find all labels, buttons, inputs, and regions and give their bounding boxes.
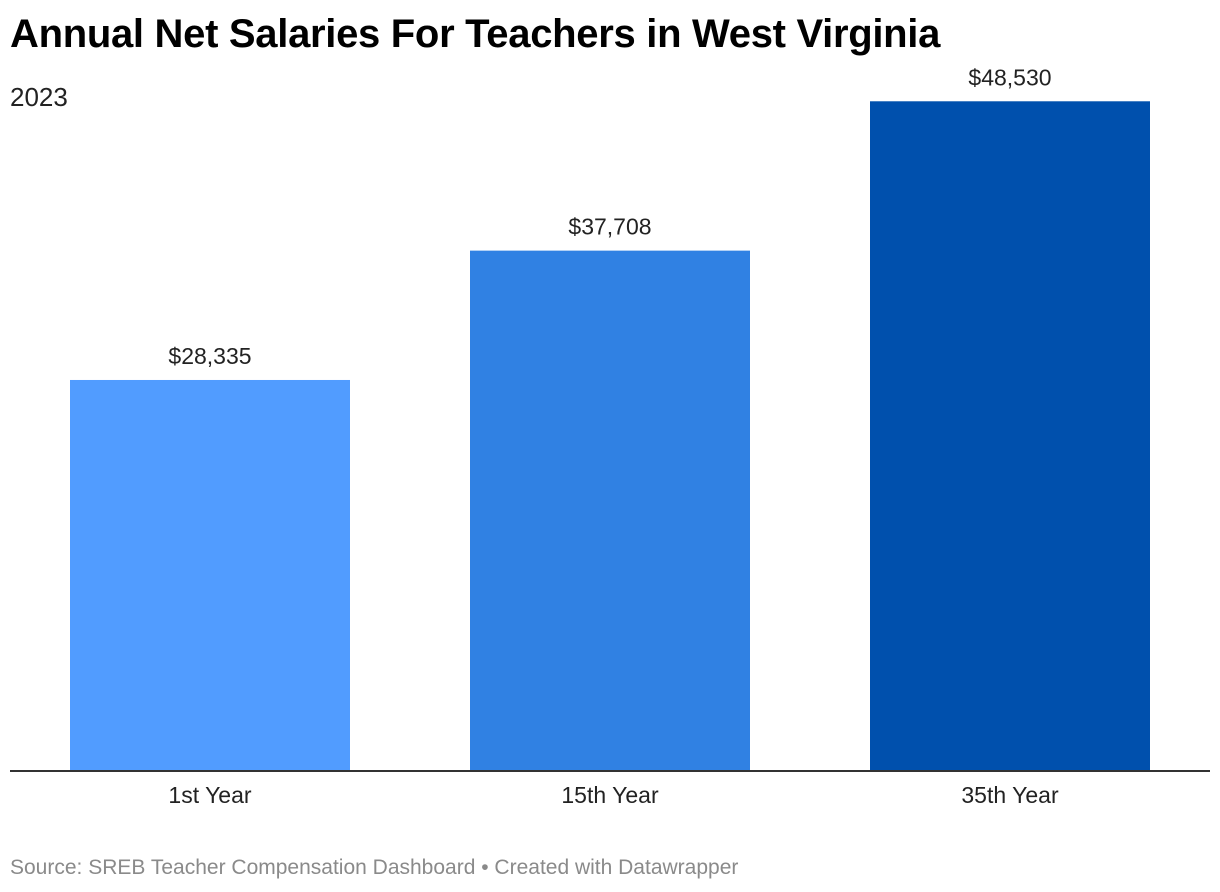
value-label-1: $28,335: [168, 343, 251, 369]
bar-2: [470, 250, 750, 772]
category-label-2: 15th Year: [561, 782, 659, 808]
labels-group: $28,335 1st Year $37,708 15th Year $48,530 35…: [168, 64, 1059, 808]
source-link[interactable]: SREB Teacher Compensation Dashboard: [88, 856, 476, 879]
value-label-2: $37,708: [568, 214, 651, 240]
datawrapper-credit-link[interactable]: Created with Datawrapper: [494, 856, 739, 879]
category-label-1: 1st Year: [168, 782, 251, 808]
category-label-3: 35th Year: [961, 782, 1059, 808]
value-label-3: $48,530: [968, 64, 1051, 90]
chart-title: Annual Net Salaries For Teachers in West…: [10, 12, 941, 56]
bars-group: [70, 101, 1150, 772]
footer-separator: •: [475, 856, 495, 879]
chart-footer: Source: SREB Teacher Compensation Dashbo…: [10, 856, 738, 880]
chart-subtitle: 2023: [10, 82, 68, 112]
source-prefix: Source:: [10, 856, 89, 879]
bar-1: [70, 379, 350, 771]
bar-3: [870, 101, 1150, 771]
